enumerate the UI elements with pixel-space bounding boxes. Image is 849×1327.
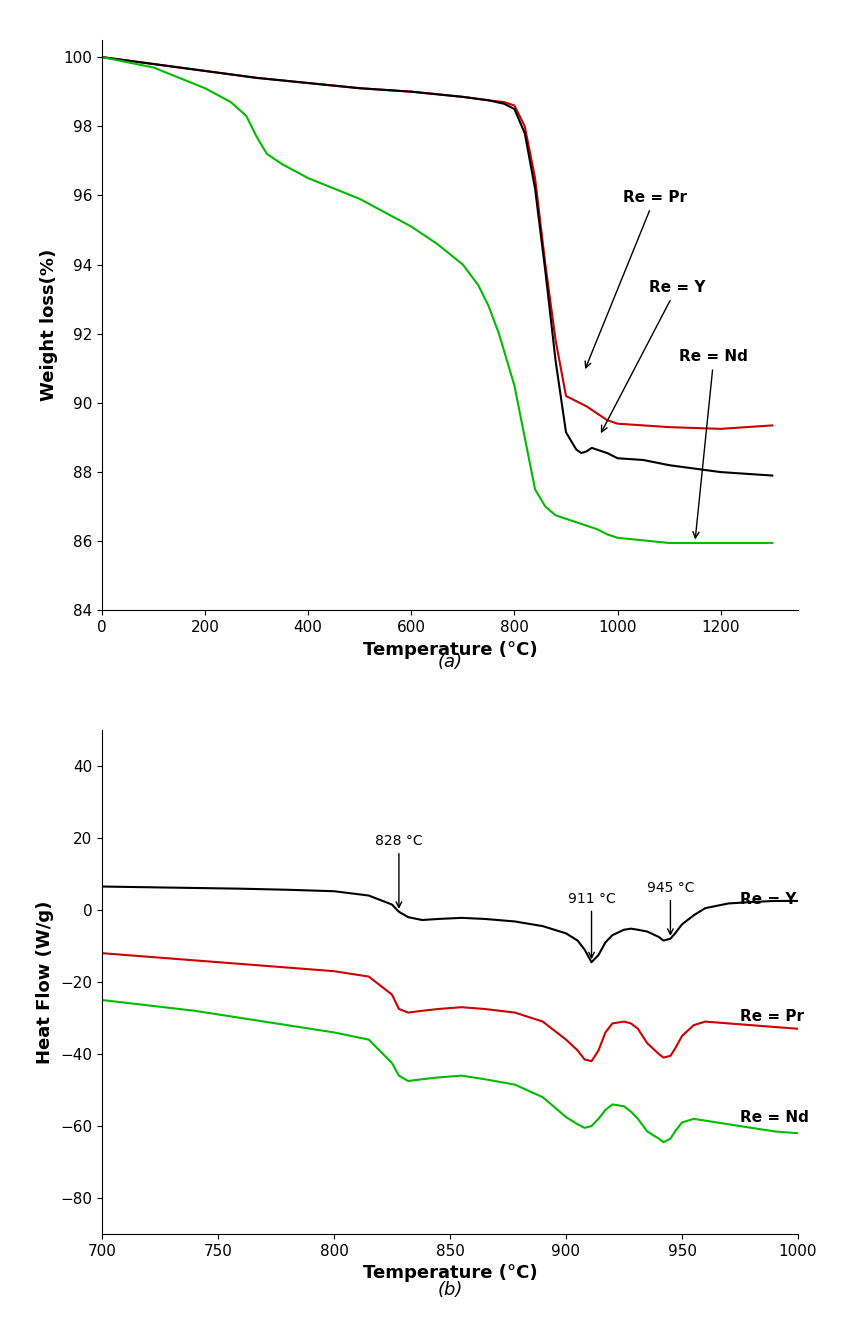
X-axis label: Temperature (°C): Temperature (°C): [363, 641, 537, 658]
Text: 911 °C: 911 °C: [568, 892, 616, 958]
Text: (a): (a): [437, 653, 463, 671]
Y-axis label: Weight loss(%): Weight loss(%): [40, 249, 58, 401]
Y-axis label: Heat Flow (W/g): Heat Flow (W/g): [37, 900, 54, 1064]
Text: (b): (b): [437, 1281, 463, 1299]
Text: Re = Pr: Re = Pr: [740, 1009, 804, 1023]
Text: Re = Y: Re = Y: [740, 892, 796, 906]
Text: Re = Nd: Re = Nd: [740, 1109, 809, 1124]
Text: Re = Pr: Re = Pr: [585, 190, 687, 368]
Text: 828 °C: 828 °C: [375, 835, 423, 908]
Text: 945 °C: 945 °C: [647, 881, 694, 934]
Text: Re = Nd: Re = Nd: [679, 349, 748, 537]
Text: Re = Y: Re = Y: [602, 280, 705, 431]
X-axis label: Temperature (°C): Temperature (°C): [363, 1265, 537, 1282]
